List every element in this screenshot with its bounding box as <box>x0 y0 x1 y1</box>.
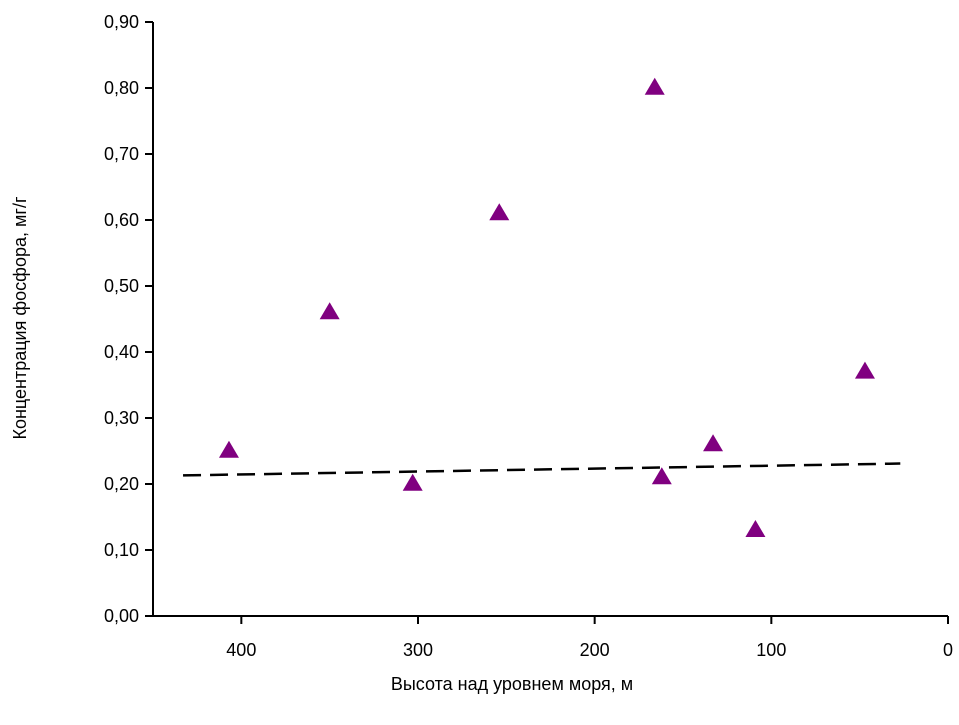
y-tick-label: 0,10 <box>104 540 139 560</box>
data-point <box>644 77 665 95</box>
y-tick-label: 0,70 <box>104 144 139 164</box>
y-tick-label: 0,90 <box>104 12 139 32</box>
data-point <box>854 361 875 379</box>
y-tick-label: 0,40 <box>104 342 139 362</box>
data-point <box>489 203 510 221</box>
data-point <box>218 440 239 458</box>
y-tick-label: 0,60 <box>104 210 139 230</box>
data-point <box>651 467 672 485</box>
y-tick-label: 0,30 <box>104 408 139 428</box>
x-tick-label: 300 <box>403 640 433 660</box>
y-tick-label: 0,80 <box>104 78 139 98</box>
data-point <box>319 302 340 320</box>
y-axis: 0,00 0,10 0,20 0,30 0,40 0,50 0,60 0,70 0,80 0,90 <box>104 12 154 626</box>
data-point <box>402 473 423 491</box>
data-points <box>218 77 875 537</box>
x-tick-label: 100 <box>756 640 786 660</box>
x-axis: 400 300 200 100 0 <box>153 615 953 660</box>
data-point <box>703 434 724 452</box>
y-tick-label: 0,50 <box>104 276 139 296</box>
x-tick-label: 0 <box>943 640 953 660</box>
y-tick-label: 0,20 <box>104 474 139 494</box>
x-axis-title: Высота над уровнем моря, м <box>391 674 633 694</box>
trendline-dashed <box>183 462 901 477</box>
trendline <box>183 462 901 477</box>
x-tick-label: 400 <box>226 640 256 660</box>
x-tick-label: 200 <box>580 640 610 660</box>
y-axis-title: Концентрация фосфора, мг/г <box>10 196 30 439</box>
data-point <box>745 520 766 537</box>
y-tick-label: 0,00 <box>104 606 139 626</box>
